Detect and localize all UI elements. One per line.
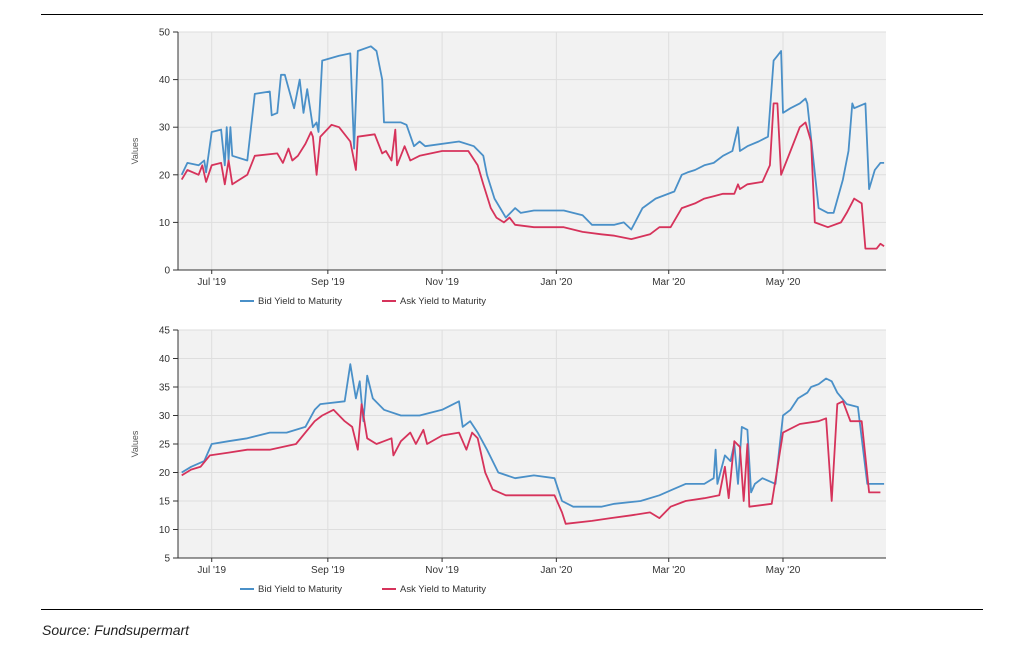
y-tick-label: 5 — [164, 554, 170, 565]
x-tick-label: Nov '19 — [425, 277, 459, 288]
x-tick-label: Sep '19 — [311, 277, 345, 288]
legend-label: Bid Yield to Maturity — [258, 296, 342, 307]
y-tick-label: 0 — [164, 266, 170, 277]
y-tick-label: 45 — [159, 326, 171, 337]
y-tick-label: 40 — [159, 354, 171, 365]
y-tick-label: 10 — [159, 525, 171, 536]
x-tick-label: Mar '20 — [652, 565, 685, 576]
legend-label: Ask Yield to Maturity — [400, 584, 486, 595]
x-tick-label: Jan '20 — [540, 277, 572, 288]
plot-panel — [178, 32, 886, 270]
x-tick-label: Nov '19 — [425, 565, 459, 576]
y-tick-label: 20 — [159, 170, 171, 181]
y-tick-label: 10 — [159, 218, 171, 229]
y-tick-label: 35 — [159, 383, 171, 394]
source-note: Source: Fundsupermart — [42, 622, 190, 638]
y-tick-label: 50 — [159, 28, 171, 39]
x-tick-label: Mar '20 — [652, 277, 685, 288]
x-tick-label: Jan '20 — [540, 565, 572, 576]
chart-1: 0 10 20 30 40 50 Jul '19 Sep '19 Nov '19 Jan '20 M… — [130, 28, 886, 307]
x-tick-label: May '20 — [766, 565, 801, 576]
y-tick-label: 30 — [159, 123, 171, 134]
series-line-bid-yield — [181, 363, 885, 508]
y-tick-label: 25 — [159, 440, 171, 451]
series-line-ask-yield — [180, 102, 885, 250]
chart-2: 5 10 15 20 25 30 35 40 45 Jul '19 Sep '19 Nov '19 Ja… — [130, 326, 886, 595]
x-tick-label: Jul '19 — [197, 277, 226, 288]
y-tick-label: 20 — [159, 468, 171, 479]
y-tick-label: 30 — [159, 411, 171, 422]
legend-label: Ask Yield to Maturity — [400, 296, 486, 307]
legend-label: Bid Yield to Maturity — [258, 584, 342, 595]
x-tick-label: May '20 — [766, 277, 801, 288]
y-tick-label: 15 — [159, 497, 171, 508]
x-tick-label: Sep '19 — [311, 565, 345, 576]
y-axis-title: Values — [130, 430, 140, 457]
bottom-rule — [41, 609, 983, 610]
y-tick-label: 40 — [159, 75, 171, 86]
top-rule — [41, 14, 983, 15]
x-tick-label: Jul '19 — [197, 565, 226, 576]
series-line-ask-yield — [181, 400, 881, 525]
y-axis-title: Values — [130, 137, 140, 164]
series-line-bid-yield — [180, 45, 885, 231]
